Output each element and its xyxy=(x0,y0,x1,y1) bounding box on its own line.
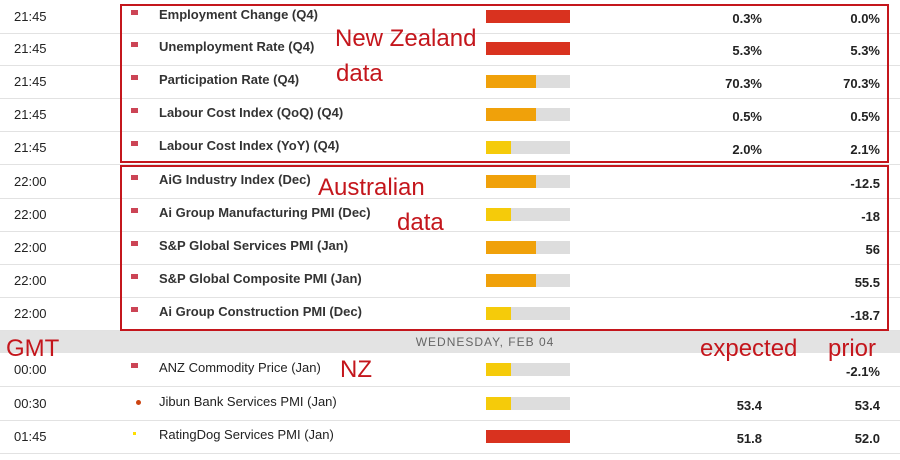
event-time: 22:00 xyxy=(14,207,47,222)
impact-fill xyxy=(486,10,570,23)
event-time: 22:00 xyxy=(14,240,47,255)
expected-value: 0.3% xyxy=(732,11,762,26)
event-row[interactable]: 00:30 Jibun Bank Services PMI (Jan) 53.4… xyxy=(0,387,900,421)
event-name[interactable]: Ai Group Manufacturing PMI (Dec) xyxy=(159,205,371,220)
prior-value: 70.3% xyxy=(843,76,880,91)
impact-fill xyxy=(486,108,537,121)
event-time: 22:00 xyxy=(14,306,47,321)
annotation-au: Australian xyxy=(318,174,425,201)
event-row[interactable]: 22:00 Ai Group Manufacturing PMI (Dec) -… xyxy=(0,198,900,232)
event-time: 01:45 xyxy=(14,429,47,444)
event-name[interactable]: RatingDog Services PMI (Jan) xyxy=(159,427,334,442)
impact-fill xyxy=(486,397,512,410)
impact-bar xyxy=(486,42,570,55)
annotation-nz-short: NZ xyxy=(340,356,372,383)
event-name[interactable]: ANZ Commodity Price (Jan) xyxy=(159,360,321,375)
impact-bar xyxy=(486,430,570,443)
event-name[interactable]: Labour Cost Index (YoY) (Q4) xyxy=(159,138,340,153)
day-header: WEDNESDAY, FEB 04 xyxy=(0,331,900,353)
prior-value: 55.5 xyxy=(854,275,880,290)
prior-value: -18 xyxy=(861,209,880,224)
expected-value: 70.3% xyxy=(725,76,762,91)
prior-value: 56 xyxy=(865,242,880,257)
impact-bar xyxy=(486,175,570,188)
impact-bar xyxy=(486,141,570,154)
expected-value: 0.5% xyxy=(732,109,762,124)
day-header-label: WEDNESDAY, FEB 04 xyxy=(415,335,555,349)
event-time: 00:00 xyxy=(14,362,47,377)
prior-value: -12.5 xyxy=(850,176,880,191)
impact-fill xyxy=(486,363,512,376)
event-time: 22:00 xyxy=(14,174,47,189)
event-row[interactable]: 21:45 Unemployment Rate (Q4) 5.3% 5.3% xyxy=(0,32,900,66)
event-time: 21:45 xyxy=(14,107,47,122)
annotation-gmt: GMT xyxy=(6,335,60,362)
impact-fill xyxy=(486,430,570,443)
impact-bar xyxy=(486,307,570,320)
prior-value: 0.5% xyxy=(850,109,880,124)
prior-value: 5.3% xyxy=(850,43,880,58)
au-highlight-box xyxy=(120,165,889,331)
event-time: 22:00 xyxy=(14,273,47,288)
annotation-nz: New Zealand xyxy=(335,25,477,52)
impact-bar xyxy=(486,108,570,121)
impact-fill xyxy=(486,241,537,254)
prior-value: 53.4 xyxy=(854,398,880,413)
annotation-nz-data: data xyxy=(336,60,383,87)
event-name[interactable]: Unemployment Rate (Q4) xyxy=(159,39,315,54)
prior-value: 2.1% xyxy=(850,142,880,157)
event-row[interactable]: 01:45 RatingDog Services PMI (Jan) 51.8 … xyxy=(0,420,900,454)
impact-fill xyxy=(486,42,570,55)
expected-value: 53.4 xyxy=(736,398,762,413)
event-time: 21:45 xyxy=(14,140,47,155)
event-time: 21:45 xyxy=(14,9,47,24)
event-name[interactable]: S&P Global Services PMI (Jan) xyxy=(159,238,349,253)
event-name[interactable]: AiG Industry Index (Dec) xyxy=(159,172,311,187)
nz-highlight-box xyxy=(120,4,889,163)
expected-value: 51.8 xyxy=(736,431,762,446)
event-name[interactable]: Employment Change (Q4) xyxy=(159,7,318,22)
impact-bar xyxy=(486,363,570,376)
impact-bar xyxy=(486,10,570,23)
expected-value: 5.3% xyxy=(732,43,762,58)
annotation-au-data: data xyxy=(397,209,444,236)
annotation-prior: prior xyxy=(828,335,877,362)
impact-bar xyxy=(486,397,570,410)
event-name[interactable]: Participation Rate (Q4) xyxy=(159,72,300,87)
expected-value: 2.0% xyxy=(732,142,762,157)
impact-bar xyxy=(486,241,570,254)
event-row[interactable]: 21:45 Labour Cost Index (YoY) (Q4) 2.0% … xyxy=(0,131,900,165)
impact-bar xyxy=(486,274,570,287)
event-row[interactable]: 22:00 AiG Industry Index (Dec) -12.5 xyxy=(0,165,900,199)
event-row[interactable]: 21:45 Employment Change (Q4) 0.3% 0.0% xyxy=(0,0,900,34)
event-time: 00:30 xyxy=(14,396,47,411)
impact-bar xyxy=(486,208,570,221)
event-row[interactable]: 00:00 ANZ Commodity Price (Jan) -2.1% xyxy=(0,353,900,387)
prior-value: -2.1% xyxy=(846,364,880,379)
event-row[interactable]: 22:00 S&P Global Services PMI (Jan) 56 xyxy=(0,231,900,265)
event-time: 21:45 xyxy=(14,41,47,56)
impact-fill xyxy=(486,307,512,320)
prior-value: 0.0% xyxy=(850,11,880,26)
impact-fill xyxy=(486,141,512,154)
event-row[interactable]: 22:00 S&P Global Composite PMI (Jan) 55.… xyxy=(0,264,900,298)
event-name[interactable]: S&P Global Composite PMI (Jan) xyxy=(159,271,362,286)
annotation-expected: expected xyxy=(700,335,798,362)
prior-value: 52.0 xyxy=(854,431,880,446)
prior-value: -18.7 xyxy=(850,308,880,323)
event-name[interactable]: Jibun Bank Services PMI (Jan) xyxy=(159,394,337,409)
event-name[interactable]: Labour Cost Index (QoQ) (Q4) xyxy=(159,105,344,120)
impact-fill xyxy=(486,175,537,188)
impact-bar xyxy=(486,75,570,88)
impact-fill xyxy=(486,208,512,221)
impact-fill xyxy=(486,274,537,287)
event-time: 21:45 xyxy=(14,74,47,89)
impact-fill xyxy=(486,75,537,88)
event-name[interactable]: Ai Group Construction PMI (Dec) xyxy=(159,304,362,319)
event-row[interactable]: 21:45 Participation Rate (Q4) 70.3% 70.3… xyxy=(0,65,900,99)
event-row[interactable]: 21:45 Labour Cost Index (QoQ) (Q4) 0.5% … xyxy=(0,98,900,132)
